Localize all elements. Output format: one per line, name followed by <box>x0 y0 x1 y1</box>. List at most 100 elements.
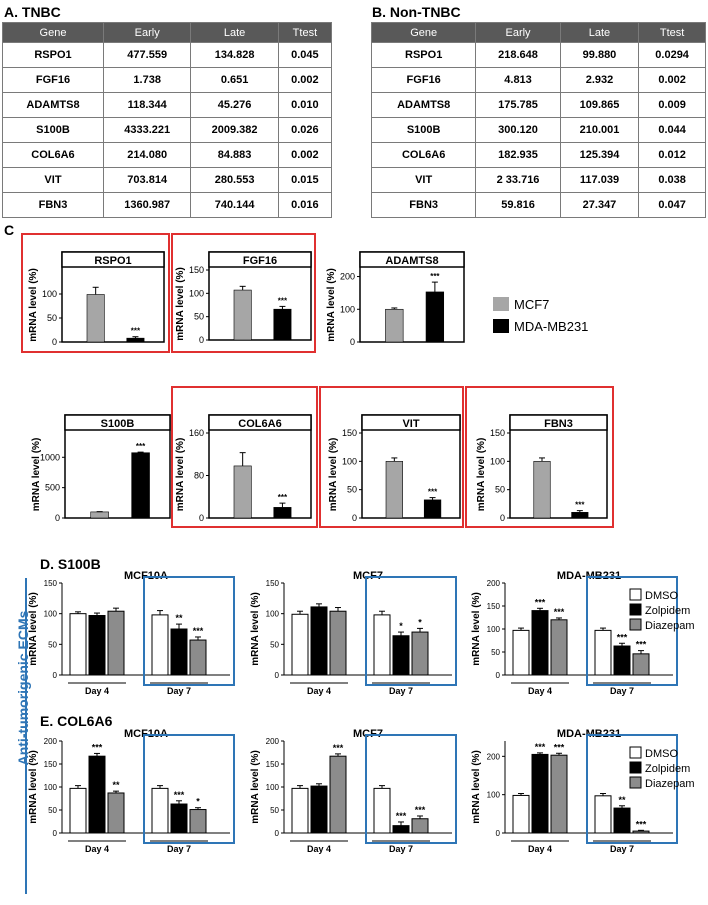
adamts8-y-axis-label: mRNA level (%) <box>326 268 337 342</box>
panel_d-mcf10a-day4-bar-zolpidem <box>88 615 106 676</box>
panel_d-legend-label-zolpidem: Zolpidem <box>645 605 690 617</box>
table-cell: 1360.987 <box>102 192 192 218</box>
adamts8-chart-title: ADAMTS8 <box>385 255 438 267</box>
fgf16-tick-label: 100 <box>189 288 204 298</box>
table-row: FBN3 59.816 27.347 0.047 <box>370 192 706 218</box>
table-cell: 0.038 <box>638 167 706 193</box>
panel_d-mcf7-tick-label: 50 <box>270 640 279 649</box>
non-tnbc-header-late: Late <box>559 22 640 43</box>
panel_e-mda-mb231-group-label: Day 7 <box>610 844 634 854</box>
panel_d-mda-mb231-y-axis-label: mRNA level (%) <box>471 592 482 666</box>
panel_e-legend-label-dmso: DMSO <box>645 748 678 760</box>
fbn3-chart-title: FBN3 <box>544 418 573 430</box>
s100b-bar-mda-mb231 <box>131 452 150 519</box>
panel_e-mcf7-day7-bar-diazepam <box>411 818 429 834</box>
panel-d-title: D. S100B <box>40 556 101 572</box>
s100b-tick-label: 0 <box>55 513 60 523</box>
panel_d-mcf7-day7-bar-diazepam <box>411 631 429 676</box>
panel_e-mda-mb231-day7-bar-diazepam <box>632 830 650 834</box>
s100b-title-bar <box>64 414 171 431</box>
col6a6-significance: *** <box>278 493 288 502</box>
panel_d-mcf10a-y-axis-label: mRNA level (%) <box>28 592 39 666</box>
panel_e-mda-mb231-day4-bar-zolpidem <box>531 753 549 834</box>
panel_e-mcf10a-tick-label: 0 <box>53 829 58 838</box>
rspo1-title-bar <box>61 251 165 268</box>
panel_e-mcf10a-tick-label: 100 <box>44 783 58 792</box>
fbn3-tick-label: 150 <box>490 428 505 438</box>
non-tnbc-header-row: Gene Early Late Ttest <box>370 22 706 43</box>
table-row: RSPO1 218.648 99.880 0.0294 <box>370 42 706 68</box>
panel_e-mcf7-group-label: Day 7 <box>389 844 413 854</box>
panel_d-mda-mb231-group-label: Day 4 <box>528 686 552 696</box>
panel_d-mcf7-tick-label: 100 <box>266 610 280 619</box>
panel_e-mcf10a-tick-label: 50 <box>48 806 57 815</box>
panel_e-mcf10a-significance: ** <box>112 780 120 790</box>
vit-title-bar <box>361 414 461 431</box>
fgf16-y-axis-label: mRNA level (%) <box>175 267 186 341</box>
table-cell: 84.883 <box>190 142 279 168</box>
vit-bar-mda-mb231 <box>423 499 442 519</box>
panel-a-title: A. TNBC <box>4 4 61 20</box>
rspo1-tick-label: 100 <box>42 289 57 299</box>
panel_d-mda-mb231-tick-label: 200 <box>487 579 501 588</box>
table-cell: RSPO1 <box>370 42 477 68</box>
table-cell: 99.880 <box>559 42 640 68</box>
panel_e-mda-mb231-day7-bar-zolpidem <box>613 807 631 834</box>
panel_d-mcf10a-group-label: Day 4 <box>85 686 109 696</box>
panel_e-legend-label-zolpidem: Zolpidem <box>645 763 690 775</box>
table-cell: 59.816 <box>475 192 561 218</box>
col6a6-bar-mcf7 <box>233 465 252 519</box>
tnbc-table: Gene Early Late Ttest RSPO1 477.559 134.828 0.0… <box>2 22 333 218</box>
panel_e-mcf7-day4-bar-dmso <box>291 787 309 834</box>
panel_d-mcf7-y-axis-label: mRNA level (%) <box>250 592 261 666</box>
table-cell: COL6A6 <box>2 142 104 168</box>
panel_e-legend-swatch-zolpidem <box>629 761 642 774</box>
fgf16-title-bar <box>208 251 312 268</box>
panel_e-mcf7-tick-label: 100 <box>266 783 280 792</box>
non-tnbc-header-ttest: Ttest <box>638 22 706 43</box>
panel_e-mda-mb231-day4-bar-diazepam <box>550 754 568 834</box>
s100b-bar-mcf7 <box>90 511 109 519</box>
s100b-chart-title: S100B <box>101 418 135 430</box>
adamts8-bar-mda-mb231 <box>425 291 445 343</box>
table-cell: 740.144 <box>190 192 279 218</box>
table-row: S100B 300.120 210.001 0.044 <box>370 117 706 143</box>
panel_d-mda-mb231-significance: *** <box>617 632 628 642</box>
vit-y-axis-label: mRNA level (%) <box>328 438 339 512</box>
vit-tick-label: 50 <box>347 485 357 495</box>
panel_e-mcf10a-day4-bar-diazepam <box>107 792 125 834</box>
table-row: FBN3 1360.987 740.144 0.016 <box>2 192 333 218</box>
panel_e-mcf7-y-axis-label: mRNA level (%) <box>250 750 261 824</box>
col6a6-title-bar <box>208 414 312 431</box>
non-tnbc-header-gene: Gene <box>370 22 477 43</box>
col6a6-highlight-box <box>171 386 318 528</box>
fgf16-chart-title: FGF16 <box>243 255 277 267</box>
vit-significance: *** <box>428 488 438 497</box>
col6a6-bar-mda-mb231 <box>273 507 292 519</box>
panel_e-mcf10a-group-label: Day 4 <box>85 844 109 854</box>
vit-tick-label: 0 <box>352 513 357 523</box>
s100b-tick-label: 500 <box>45 483 60 493</box>
fbn3-tick-label: 0 <box>500 513 505 523</box>
panel-e-title: E. COL6A6 <box>40 713 113 729</box>
panel_d-mda-mb231-group-label: Day 7 <box>610 686 634 696</box>
panel_d-mda-mb231-tick-label: 50 <box>491 648 500 657</box>
panel_d-mda-mb231-tick-label: 0 <box>496 671 501 680</box>
table-cell: FBN3 <box>2 192 104 218</box>
table-cell: 477.559 <box>102 42 192 68</box>
panel_d-mcf7-day4-bar-diazepam <box>329 610 347 676</box>
table-cell: 0.047 <box>638 192 706 218</box>
table-cell: 27.347 <box>559 192 640 218</box>
panel_e-mcf10a-day7-bar-dmso <box>151 787 169 834</box>
panel_d-mcf7-day7-highlight-box <box>365 576 457 686</box>
panel_d-mda-mb231-day7-bar-zolpidem <box>613 645 631 676</box>
vit-chart-title: VIT <box>402 418 419 430</box>
panel_e-legend-label-diazepam: Diazepam <box>645 778 695 790</box>
table-cell: FBN3 <box>370 192 477 218</box>
table-cell: 134.828 <box>190 42 279 68</box>
panel_d-mcf10a-day4-bar-diazepam <box>107 610 125 676</box>
panel_e-mcf7-group-label: Day 4 <box>307 844 331 854</box>
fbn3-highlight-box <box>465 386 614 528</box>
panel_e-mda-mb231-group-label: Day 4 <box>528 844 552 854</box>
table-cell: 4.813 <box>475 67 561 93</box>
